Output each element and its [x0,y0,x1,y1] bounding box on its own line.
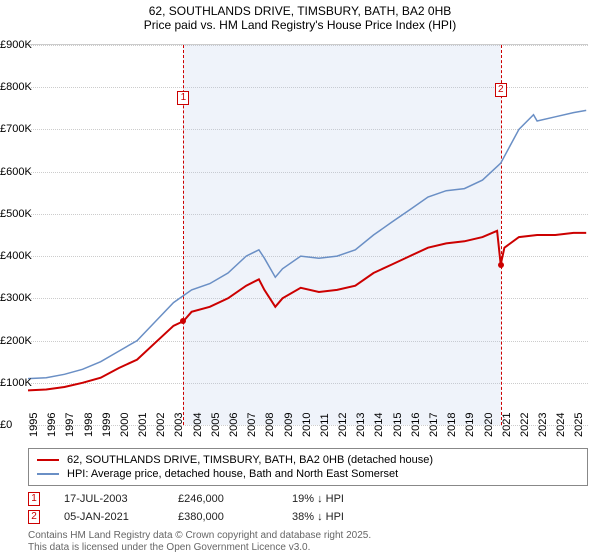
attribution: Contains HM Land Registry data © Crown c… [28,530,371,554]
x-tick-label: 2025 [573,413,586,437]
x-tick-label: 2013 [355,413,368,437]
x-tick-label: 1996 [46,413,59,437]
chart-title-block: 62, SOUTHLANDS DRIVE, TIMSBURY, BATH, BA… [0,0,600,34]
x-tick-label: 1997 [64,413,77,437]
sale-badge-2: 2 [28,510,40,524]
x-tick-label: 1995 [28,413,41,437]
chart-plot-area: 12 £0£100K£200K£300K£400K£500K£600K£700K… [28,44,588,424]
legend-swatch-price-paid [37,459,59,461]
x-tick-label: 2007 [246,413,259,437]
x-tick-label: 2001 [137,413,150,437]
legend-item-hpi: HPI: Average price, detached house, Bath… [37,467,579,481]
legend-label-price-paid: 62, SOUTHLANDS DRIVE, TIMSBURY, BATH, BA… [67,454,433,466]
legend-item-price-paid: 62, SOUTHLANDS DRIVE, TIMSBURY, BATH, BA… [37,453,579,467]
x-tick-label: 1998 [83,413,96,437]
x-tick-label: 2009 [283,413,296,437]
title-line1: 62, SOUTHLANDS DRIVE, TIMSBURY, BATH, BA… [8,4,592,18]
sale-delta-1: 19% ↓ HPI [292,493,382,505]
y-tick-label: £300K [0,292,40,304]
x-tick-label: 2000 [119,413,132,437]
title-line2: Price paid vs. HM Land Registry's House … [8,18,592,32]
x-tick-label: 2018 [446,413,459,437]
x-tick-label: 2016 [410,413,423,437]
sale-point [180,318,186,324]
y-tick-label: £700K [0,123,40,135]
line-chart-svg [28,45,588,425]
x-tick-label: 1999 [101,413,114,437]
sale-date-1: 17-JUL-2003 [64,493,154,505]
x-tick-label: 2019 [464,413,477,437]
x-tick-label: 2020 [483,413,496,437]
sales-row-1: 1 17-JUL-2003 £246,000 19% ↓ HPI [28,490,382,508]
x-tick-label: 2012 [337,413,350,437]
y-tick-label: £800K [0,81,40,93]
x-tick-label: 2011 [319,413,332,437]
x-tick-label: 2022 [519,413,532,437]
y-tick-label: £500K [0,208,40,220]
sale-delta-2: 38% ↓ HPI [292,511,382,523]
x-tick-label: 2003 [173,413,186,437]
sale-price-2: £380,000 [178,511,268,523]
y-tick-label: £100K [0,377,40,389]
attribution-line2: This data is licensed under the Open Gov… [28,542,371,554]
sale-date-2: 05-JAN-2021 [64,511,154,523]
sales-table: 1 17-JUL-2003 £246,000 19% ↓ HPI 2 05-JA… [28,490,382,526]
legend: 62, SOUTHLANDS DRIVE, TIMSBURY, BATH, BA… [28,448,588,486]
sale-point [498,262,504,268]
y-tick-label: £200K [0,335,40,347]
x-tick-label: 2008 [264,413,277,437]
y-tick-label: £400K [0,250,40,262]
y-tick-label: £900K [0,39,40,51]
x-tick-label: 2004 [192,413,205,437]
legend-swatch-hpi [37,473,59,475]
y-tick-label: £600K [0,166,40,178]
x-tick-label: 2017 [428,413,441,437]
x-tick-label: 2014 [373,413,386,437]
x-tick-label: 2024 [555,413,568,437]
x-tick-label: 2006 [228,413,241,437]
x-tick-label: 2015 [392,413,405,437]
x-tick-label: 2010 [301,413,314,437]
attribution-line1: Contains HM Land Registry data © Crown c… [28,530,371,542]
legend-label-hpi: HPI: Average price, detached house, Bath… [67,468,398,480]
x-tick-label: 2005 [210,413,223,437]
x-tick-label: 2021 [501,413,514,437]
series-hpi [28,110,586,378]
sale-price-1: £246,000 [178,493,268,505]
x-tick-label: 2023 [537,413,550,437]
sale-badge-1: 1 [28,492,40,506]
sales-row-2: 2 05-JAN-2021 £380,000 38% ↓ HPI [28,508,382,526]
series-price_paid [28,231,586,391]
x-tick-label: 2002 [155,413,168,437]
